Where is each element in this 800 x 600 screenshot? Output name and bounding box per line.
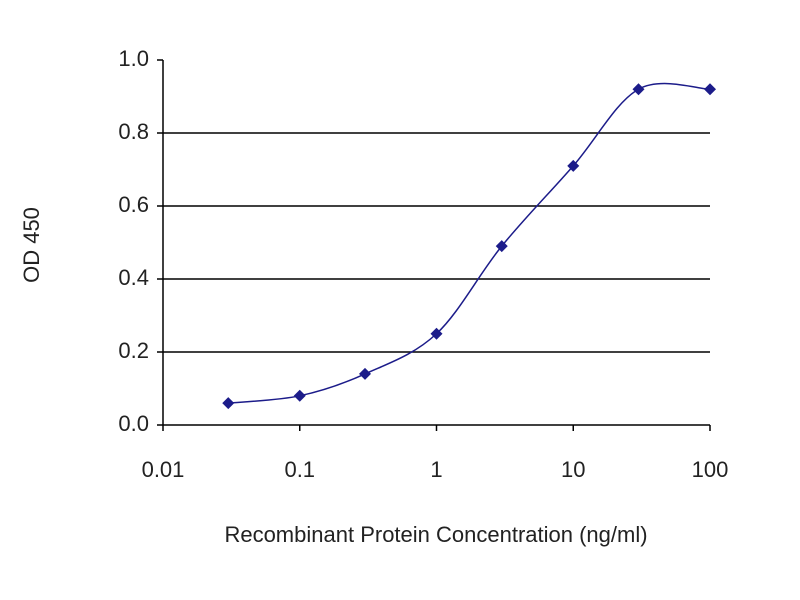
y-tick-label: 0.8 xyxy=(118,119,149,144)
y-tick-label: 1.0 xyxy=(118,46,149,71)
x-tick-label: 1 xyxy=(430,457,442,482)
y-tick-label: 0.0 xyxy=(118,411,149,436)
x-tick-label: 0.01 xyxy=(142,457,185,482)
x-axis-label: Recombinant Protein Concentration (ng/ml… xyxy=(224,522,647,547)
x-tick-label: 100 xyxy=(692,457,729,482)
y-tick-label: 0.4 xyxy=(118,265,149,290)
x-tick-label: 10 xyxy=(561,457,585,482)
point xyxy=(293,389,306,402)
curve xyxy=(228,82,711,404)
x-tick-label: 0.1 xyxy=(284,457,315,482)
y-tick-label: 0.6 xyxy=(118,192,149,217)
point xyxy=(222,397,235,410)
point xyxy=(632,83,645,96)
y-tick-label: 0.2 xyxy=(118,338,149,363)
point xyxy=(704,83,716,96)
y-axis-label: OD 450 xyxy=(19,207,44,283)
point xyxy=(495,240,508,253)
point xyxy=(358,367,371,380)
point xyxy=(430,327,443,340)
point xyxy=(567,159,580,172)
